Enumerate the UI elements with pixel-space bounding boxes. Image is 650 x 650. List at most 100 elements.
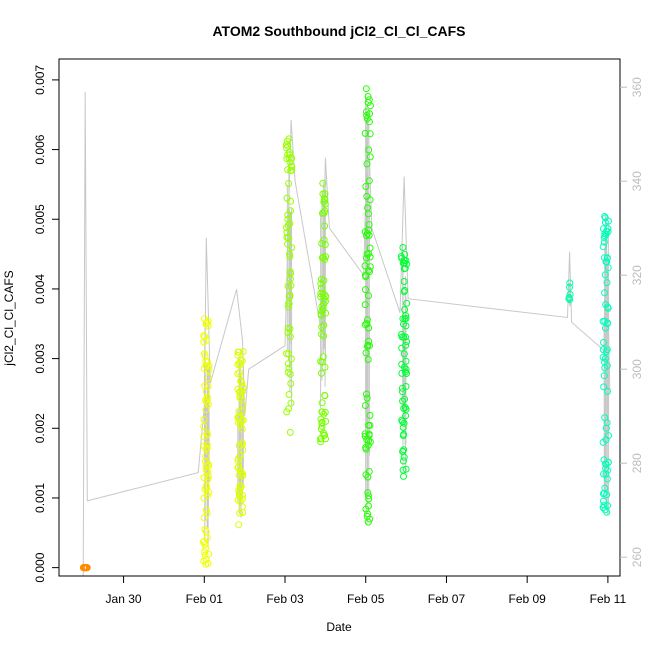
data-point xyxy=(318,275,325,283)
data-point xyxy=(321,408,329,416)
data-point xyxy=(236,369,244,377)
data-point xyxy=(286,325,294,333)
data-point xyxy=(284,211,292,219)
data-point xyxy=(282,144,290,152)
data-point xyxy=(204,400,212,408)
data-point xyxy=(363,390,370,398)
data-point xyxy=(202,506,210,514)
data-point xyxy=(203,441,211,449)
data-point xyxy=(235,521,243,529)
data-point xyxy=(363,160,371,168)
data-point xyxy=(400,472,407,480)
points-layer xyxy=(79,85,612,572)
x-tick-label: Feb 01 xyxy=(186,592,224,606)
data-point xyxy=(235,419,242,427)
data-point xyxy=(321,190,329,198)
data-point xyxy=(398,384,406,392)
data-point xyxy=(363,254,370,262)
data-point xyxy=(234,351,242,359)
data-point xyxy=(317,357,325,365)
data-point xyxy=(397,252,405,260)
x-tick-label: Feb 11 xyxy=(590,592,627,606)
data-point xyxy=(285,180,293,187)
data-point xyxy=(362,85,370,93)
data-point xyxy=(604,502,611,510)
data-point xyxy=(284,360,292,368)
chart-title: ATOM2 Southbound jCl2_Cl_Cl_CAFS xyxy=(212,23,465,39)
data-point xyxy=(201,537,208,545)
data-point xyxy=(236,359,244,367)
x-axis-label: Date xyxy=(326,620,352,634)
y2-tick-label: 360 xyxy=(630,77,644,97)
data-point xyxy=(603,279,611,287)
data-point xyxy=(239,446,247,454)
data-point xyxy=(365,502,372,510)
data-point xyxy=(317,415,325,423)
data-point xyxy=(318,240,326,247)
data-point xyxy=(321,241,329,249)
y2-tick-label: 260 xyxy=(630,547,644,567)
data-point xyxy=(318,369,325,377)
data-point xyxy=(366,244,374,252)
data-point xyxy=(366,268,373,276)
data-point xyxy=(601,289,608,297)
data-point xyxy=(604,304,612,312)
data-point xyxy=(205,488,213,496)
data-point xyxy=(362,273,370,281)
data-point xyxy=(566,290,574,298)
data-point xyxy=(603,475,611,483)
data-point xyxy=(285,391,293,398)
data-point xyxy=(317,293,325,301)
data-point xyxy=(234,348,242,356)
data-point xyxy=(400,350,408,358)
data-point xyxy=(603,254,611,262)
data-point xyxy=(601,218,609,226)
y-axis-left: 0.000 0.001 0.002 0.003 0.004 0.005 0.006 0.007 xyxy=(33,65,59,583)
x-tick-label: Feb 09 xyxy=(508,592,546,606)
data-point xyxy=(361,432,369,440)
data-point xyxy=(365,226,373,234)
data-point xyxy=(319,190,327,198)
data-point xyxy=(235,471,243,479)
data-point xyxy=(601,355,609,362)
data-point xyxy=(402,368,409,376)
data-point xyxy=(604,387,611,395)
data-point xyxy=(239,348,247,355)
data-point xyxy=(361,262,369,270)
data-point xyxy=(284,282,292,290)
data-point xyxy=(203,509,211,517)
x-tick-label: Feb 03 xyxy=(266,592,304,606)
data-point xyxy=(365,146,373,154)
data-point xyxy=(362,286,369,294)
data-point xyxy=(319,179,327,187)
y2-tick-label: 340 xyxy=(630,171,644,191)
data-point xyxy=(201,333,209,341)
data-point xyxy=(200,423,208,430)
data-point xyxy=(599,438,607,446)
data-point xyxy=(202,466,210,474)
data-point xyxy=(284,368,292,376)
data-point xyxy=(239,387,247,395)
data-point xyxy=(366,130,374,138)
data-point xyxy=(361,228,369,236)
data-point xyxy=(200,338,208,346)
y-tick-label: 0.001 xyxy=(33,483,47,513)
data-point xyxy=(366,153,374,161)
data-point xyxy=(202,458,210,465)
data-point xyxy=(234,464,242,472)
data-point xyxy=(603,491,611,499)
data-point xyxy=(602,324,609,332)
data-point xyxy=(318,302,326,310)
data-point xyxy=(286,293,294,301)
data-point xyxy=(235,463,243,471)
data-point xyxy=(365,337,373,345)
data-point xyxy=(602,460,610,468)
data-point xyxy=(283,194,291,202)
data-point xyxy=(600,383,608,391)
data-point xyxy=(320,195,328,203)
data-point xyxy=(399,418,406,426)
data-point xyxy=(401,404,409,411)
data-point xyxy=(202,445,210,453)
data-point xyxy=(287,380,295,387)
data-point xyxy=(286,253,294,261)
